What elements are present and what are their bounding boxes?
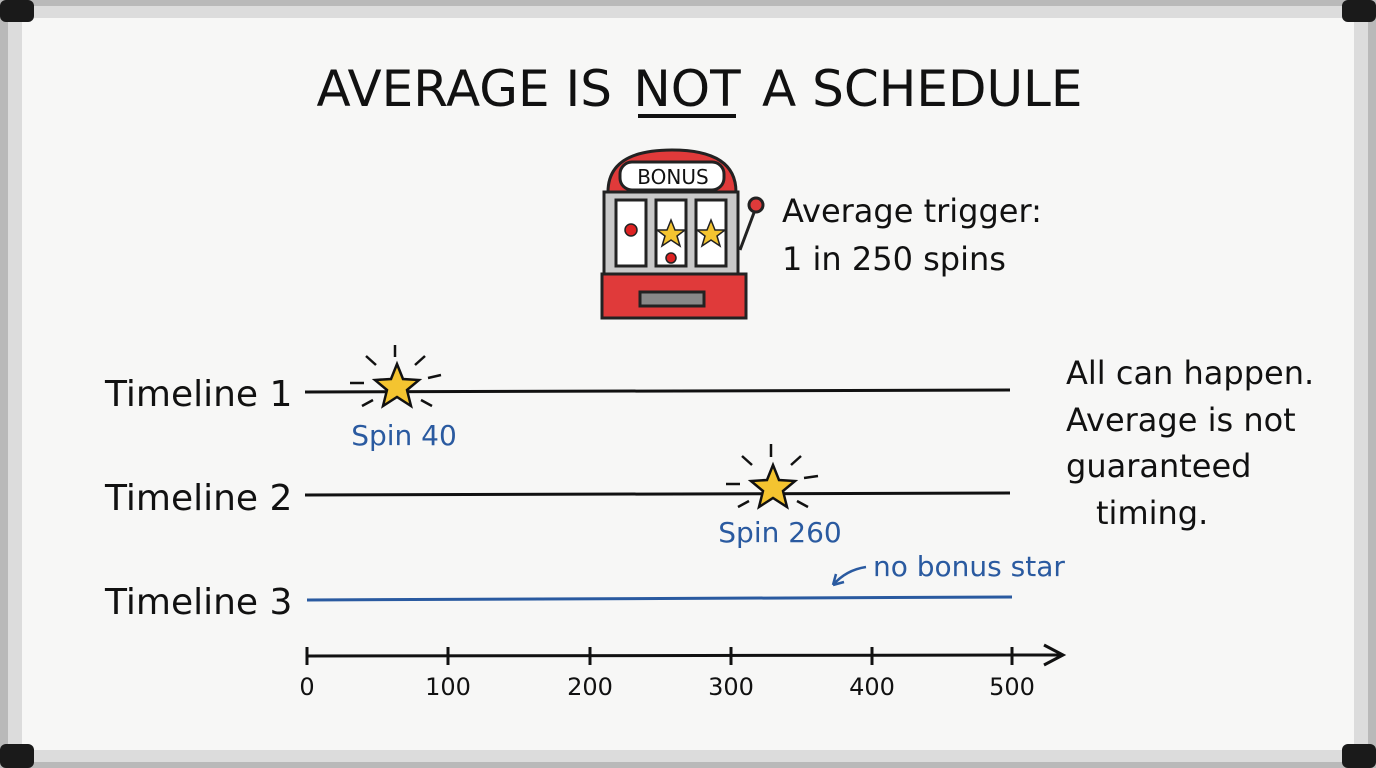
note: no bonus star	[873, 550, 1065, 583]
corner	[1342, 744, 1376, 768]
trigger-note: 1 in 250 spins	[782, 240, 1006, 278]
axis-tick-label: 100	[425, 673, 471, 701]
axis-tick-label: 400	[849, 673, 895, 701]
title: A SCHEDULE	[762, 60, 1082, 118]
slot-machine	[600, 148, 765, 320]
axis-tick-label: 300	[708, 673, 754, 701]
axis-tick-label: 200	[567, 673, 613, 701]
event-label: Spin 40	[351, 419, 457, 452]
axis	[305, 643, 1067, 667]
star-burst	[726, 444, 819, 510]
title-emphasis: NOT	[633, 60, 741, 118]
side-note: timing.	[1096, 494, 1208, 532]
arrow	[831, 565, 867, 587]
board	[22, 18, 1354, 750]
machine-label: BONUS	[637, 165, 708, 189]
timeline	[304, 491, 1011, 497]
axis-tick-label: 0	[299, 673, 314, 701]
corner	[0, 744, 34, 768]
side-note: Average is not	[1066, 401, 1296, 439]
title: AVERAGE IS	[316, 60, 612, 118]
axis-tick-label: 500	[989, 673, 1035, 701]
trigger-note: Average trigger:	[782, 192, 1042, 230]
timeline	[306, 595, 1013, 602]
star-burst	[350, 345, 442, 409]
corner	[1342, 0, 1376, 22]
timeline-label: Timeline 1	[104, 374, 292, 415]
timeline	[304, 388, 1011, 394]
side-note: All can happen.	[1066, 354, 1314, 392]
timeline-label: Timeline 2	[104, 478, 292, 519]
event-label: Spin 260	[718, 516, 841, 549]
side-note: guaranteed	[1066, 447, 1251, 485]
corner	[0, 0, 34, 22]
timeline-label: Timeline 3	[104, 582, 292, 623]
